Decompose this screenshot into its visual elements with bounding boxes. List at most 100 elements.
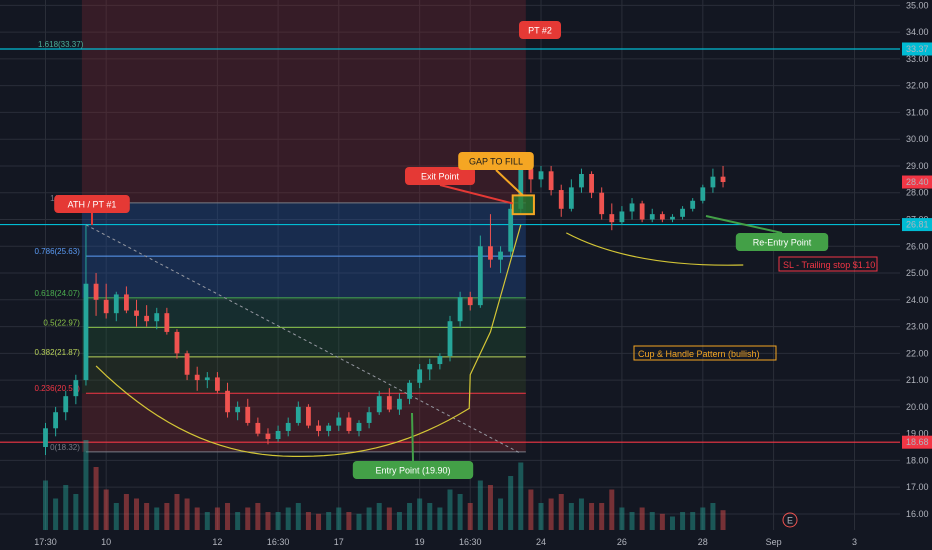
- candle[interactable]: [376, 390, 382, 415]
- price-tag-text: 33.37: [906, 44, 929, 54]
- candle[interactable]: [386, 388, 392, 413]
- candle[interactable]: [558, 184, 564, 217]
- volume-bar: [316, 513, 322, 530]
- candle[interactable]: [700, 184, 706, 204]
- volume-bar: [578, 498, 584, 530]
- fib-zone: [81, 327, 526, 357]
- candle[interactable]: [397, 393, 402, 415]
- candle[interactable]: [488, 214, 493, 268]
- price-tick-label: 25.00: [906, 268, 929, 278]
- reentry-callout[interactable]: Re-Entry Point: [705, 215, 829, 251]
- candle[interactable]: [629, 198, 635, 220]
- candle[interactable]: [346, 412, 352, 434]
- candle[interactable]: [265, 428, 271, 445]
- time-tick-label: 17: [334, 537, 344, 547]
- candle[interactable]: [245, 398, 251, 426]
- candle[interactable]: [295, 401, 301, 426]
- candle[interactable]: [255, 417, 261, 437]
- candle[interactable]: [134, 299, 139, 327]
- ath-callout-label: ATH / PT #1: [68, 200, 117, 210]
- exit-callout[interactable]: Exit Point: [405, 167, 513, 205]
- candle[interactable]: [680, 206, 685, 220]
- volume-bar: [386, 507, 392, 530]
- candle[interactable]: [589, 171, 594, 199]
- candle[interactable]: [144, 305, 150, 327]
- candle[interactable]: [113, 291, 119, 322]
- key-levels: [0, 48, 900, 443]
- fib-zones: [81, 0, 526, 452]
- time-tick-label: 12: [212, 537, 222, 547]
- candle[interactable]: [659, 211, 665, 223]
- candle[interactable]: [538, 165, 544, 188]
- candle-body: [386, 396, 392, 410]
- candle[interactable]: [639, 200, 645, 223]
- candle-body: [720, 176, 726, 183]
- candle[interactable]: [83, 224, 89, 386]
- candle[interactable]: [73, 374, 79, 405]
- candle[interactable]: [63, 390, 69, 421]
- candle[interactable]: [306, 404, 311, 429]
- volume-bar: [285, 507, 291, 530]
- candle[interactable]: [124, 286, 129, 314]
- entry-callout-box: [352, 461, 474, 479]
- candle[interactable]: [670, 214, 675, 223]
- candle[interactable]: [366, 406, 372, 429]
- candle[interactable]: [477, 235, 483, 308]
- price-tick-label: 17.00: [906, 482, 929, 492]
- candle[interactable]: [498, 246, 503, 274]
- candle[interactable]: [417, 364, 423, 389]
- candle[interactable]: [467, 291, 473, 311]
- candle[interactable]: [447, 315, 453, 362]
- candle[interactable]: [649, 208, 655, 223]
- candle[interactable]: [235, 401, 241, 421]
- candle[interactable]: [194, 366, 200, 391]
- candle[interactable]: [548, 165, 554, 196]
- earnings-marker[interactable]: E: [782, 512, 798, 528]
- candle[interactable]: [579, 168, 584, 193]
- candle[interactable]: [316, 420, 321, 437]
- price-tag-bg: [902, 175, 932, 189]
- candle[interactable]: [336, 412, 342, 431]
- price-tick-label: 35.00: [906, 0, 929, 10]
- price-tag: 18.68: [902, 435, 932, 449]
- pt2-callout-label: PT #2: [528, 26, 552, 36]
- candle[interactable]: [437, 353, 443, 370]
- candle[interactable]: [103, 283, 109, 319]
- price-tag: 26.81: [902, 218, 932, 232]
- candle[interactable]: [204, 372, 210, 389]
- candle[interactable]: [609, 203, 615, 231]
- candle[interactable]: [164, 307, 170, 335]
- candle[interactable]: [93, 273, 99, 316]
- entry-callout[interactable]: Entry Point (19.90): [352, 412, 474, 479]
- candle[interactable]: [184, 350, 190, 381]
- candle[interactable]: [508, 203, 514, 257]
- candle[interactable]: [154, 307, 160, 330]
- candle[interactable]: [174, 329, 180, 359]
- candle[interactable]: [285, 417, 291, 437]
- candle[interactable]: [427, 358, 433, 381]
- candle[interactable]: [720, 165, 726, 188]
- candle[interactable]: [619, 206, 625, 225]
- ath-callout[interactable]: ATH / PT #1: [54, 195, 130, 225]
- candle[interactable]: [407, 380, 412, 405]
- gap-callout[interactable]: GAP TO FILL: [458, 152, 534, 197]
- candle[interactable]: [215, 372, 220, 394]
- candle[interactable]: [53, 406, 59, 437]
- candle[interactable]: [599, 187, 605, 220]
- volume-bar: [669, 516, 675, 530]
- candle[interactable]: [710, 168, 716, 193]
- time-tick-label: 16:30: [459, 537, 482, 547]
- candle[interactable]: [457, 291, 463, 327]
- candle[interactable]: [275, 425, 281, 442]
- candle[interactable]: [225, 382, 230, 418]
- candle[interactable]: [326, 422, 332, 437]
- fib-label: 0.236(20.51): [35, 384, 81, 393]
- pt2-callout[interactable]: PT #2: [519, 21, 561, 39]
- candle[interactable]: [568, 179, 574, 212]
- price-tag: 33.37: [902, 42, 932, 56]
- candle[interactable]: [690, 198, 696, 212]
- candle[interactable]: [43, 422, 48, 456]
- candle[interactable]: [356, 420, 362, 437]
- gap-callout-label: GAP TO FILL: [469, 157, 523, 167]
